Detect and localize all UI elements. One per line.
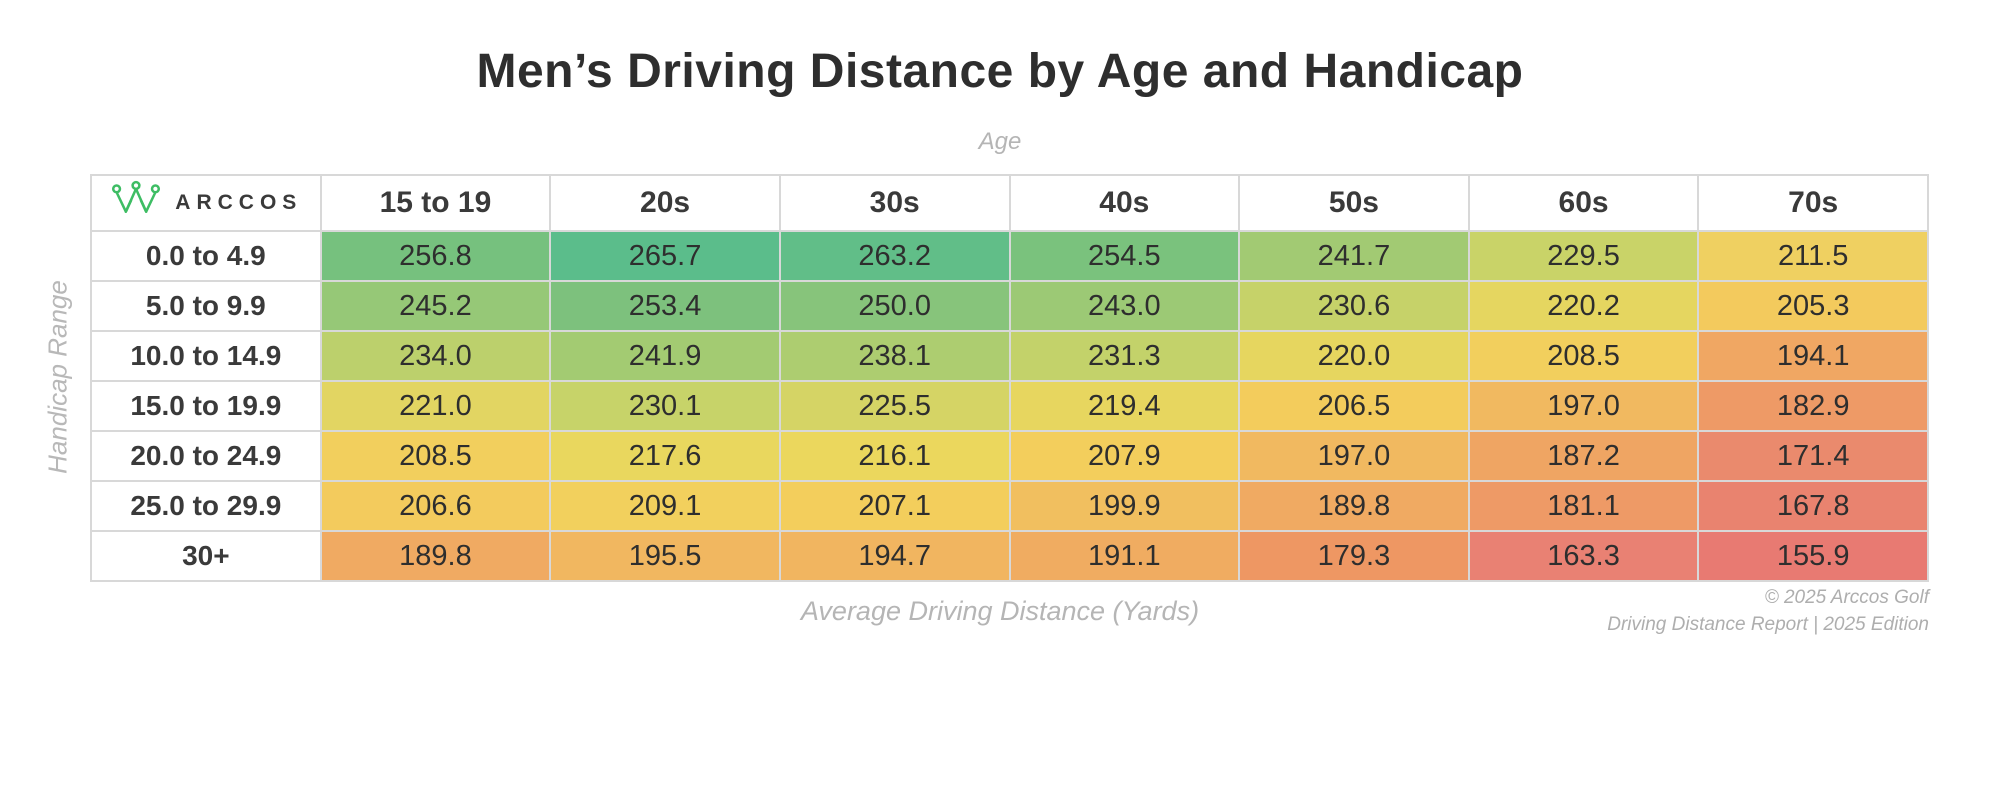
- row-header: 15.0 to 19.9: [90, 380, 322, 432]
- column-header: 40s: [1008, 174, 1241, 232]
- heatmap-cell: 217.6: [549, 430, 781, 482]
- arccos-logo-text: ARCCOS: [175, 191, 303, 214]
- heatmap-cell: 254.5: [1008, 230, 1241, 282]
- heatmap-cell: 208.5: [1467, 330, 1700, 382]
- heatmap-cell: 167.8: [1697, 480, 1929, 532]
- table-row: 15.0 to 19.9 221.0 230.1 225.5 219.4 206.5 197…: [90, 380, 1929, 432]
- row-header: 25.0 to 29.9: [90, 480, 322, 532]
- heatmap-cell: 229.5: [1467, 230, 1700, 282]
- handicap-range-axis-label: Handicap Range: [42, 280, 73, 474]
- heatmap-cell: 195.5: [549, 530, 781, 582]
- heatmap-cell: 208.5: [319, 430, 552, 482]
- heatmap-cell: 189.8: [1238, 480, 1470, 532]
- table-row: 30+ 189.8 195.5 194.7 191.1 179.3 163.3 155.9: [90, 530, 1929, 582]
- heatmap-cell: 253.4: [549, 280, 781, 332]
- heatmap-cell: 155.9: [1697, 530, 1929, 582]
- heatmap-cell: 211.5: [1697, 230, 1929, 282]
- arccos-logo-icon: [109, 180, 163, 226]
- heatmap-cell: 197.0: [1467, 380, 1700, 432]
- heatmap-cell: 245.2: [319, 280, 552, 332]
- heatmap-cell: 206.5: [1238, 380, 1470, 432]
- heatmap-cell: 194.7: [778, 530, 1011, 582]
- column-header: 60s: [1467, 174, 1700, 232]
- column-header: 30s: [778, 174, 1011, 232]
- heatmap-cell: 194.1: [1697, 330, 1929, 382]
- table-row: 20.0 to 24.9 208.5 217.6 216.1 207.9 197.0 187…: [90, 430, 1929, 482]
- heatmap-cell: 189.8: [319, 530, 552, 582]
- copyright: © 2025 Arccos Golf Driving Distance Repo…: [1607, 585, 1929, 638]
- heatmap-cell: 234.0: [319, 330, 552, 382]
- logo-cell: ARCCOS: [90, 174, 322, 232]
- heatmap-cell: 216.1: [778, 430, 1011, 482]
- heatmap-cell: 179.3: [1238, 530, 1470, 582]
- copyright-line-1: © 2025 Arccos Golf: [1764, 587, 1929, 608]
- heatmap-cell: 163.3: [1467, 530, 1700, 582]
- heatmap-cell: 171.4: [1697, 430, 1929, 482]
- heatmap-cell: 220.0: [1238, 330, 1470, 382]
- heatmap-cell: 207.9: [1008, 430, 1241, 482]
- column-header: 15 to 19: [319, 174, 552, 232]
- heatmap-cell: 197.0: [1238, 430, 1470, 482]
- heatmap-cell: 205.3: [1697, 280, 1929, 332]
- table-row: 0.0 to 4.9 256.8 265.7 263.2 254.5 241.7 229.5…: [90, 230, 1929, 282]
- column-header: 20s: [549, 174, 781, 232]
- heatmap-cell: 243.0: [1008, 280, 1241, 332]
- heatmap-cell: 225.5: [778, 380, 1011, 432]
- heatmap-cell: 256.8: [319, 230, 552, 282]
- driving-distance-heatmap: ARCCOS 15 to 19 20s 30s 40s 50s 60s 70s 0.0 to…: [90, 174, 1929, 582]
- header-row: ARCCOS 15 to 19 20s 30s 40s 50s 60s 70s: [90, 174, 1929, 232]
- heatmap-cell: 263.2: [778, 230, 1011, 282]
- heatmap-cell: 241.9: [549, 330, 781, 382]
- heatmap-cell: 199.9: [1008, 480, 1241, 532]
- heatmap-cell: 191.1: [1008, 530, 1241, 582]
- column-header: 50s: [1238, 174, 1470, 232]
- copyright-line-2: Driving Distance Report | 2025 Edition: [1607, 613, 1929, 635]
- heatmap-cell: 241.7: [1238, 230, 1470, 282]
- column-header: 70s: [1697, 174, 1929, 232]
- page-title: Men’s Driving Distance by Age and Handic…: [476, 45, 1524, 98]
- heatmap-cell: 265.7: [549, 230, 781, 282]
- heatmap-cell: 221.0: [319, 380, 552, 432]
- table-row: 5.0 to 9.9 245.2 253.4 250.0 243.0 230.6 220.2…: [90, 280, 1929, 332]
- heatmap-cell: 219.4: [1008, 380, 1241, 432]
- row-header: 5.0 to 9.9: [90, 280, 322, 332]
- heatmap-cell: 231.3: [1008, 330, 1241, 382]
- row-header: 10.0 to 14.9: [90, 330, 322, 382]
- heatmap-cell: 181.1: [1467, 480, 1700, 532]
- heatmap-cell: 207.1: [778, 480, 1011, 532]
- value-caption: Average Driving Distance (Yards): [800, 596, 1200, 626]
- heatmap-cell: 182.9: [1697, 380, 1929, 432]
- heatmap-cell: 230.6: [1238, 280, 1470, 332]
- row-header: 20.0 to 24.9: [90, 430, 322, 482]
- heatmap-cell: 220.2: [1467, 280, 1700, 332]
- heatmap-cell: 230.1: [549, 380, 781, 432]
- heatmap-cell: 187.2: [1467, 430, 1700, 482]
- heatmap-cell: 250.0: [778, 280, 1011, 332]
- table-row: 10.0 to 14.9 234.0 241.9 238.1 231.3 220.0 208…: [90, 330, 1929, 382]
- heatmap-cell: 209.1: [549, 480, 781, 532]
- table-row: 25.0 to 29.9 206.6 209.1 207.1 199.9 189.8 181…: [90, 480, 1929, 532]
- row-header: 30+: [90, 530, 322, 582]
- row-header: 0.0 to 4.9: [90, 230, 322, 282]
- heatmap-cell: 238.1: [778, 330, 1011, 382]
- age-axis-label: Age: [978, 128, 1022, 155]
- heatmap-cell: 206.6: [319, 480, 552, 532]
